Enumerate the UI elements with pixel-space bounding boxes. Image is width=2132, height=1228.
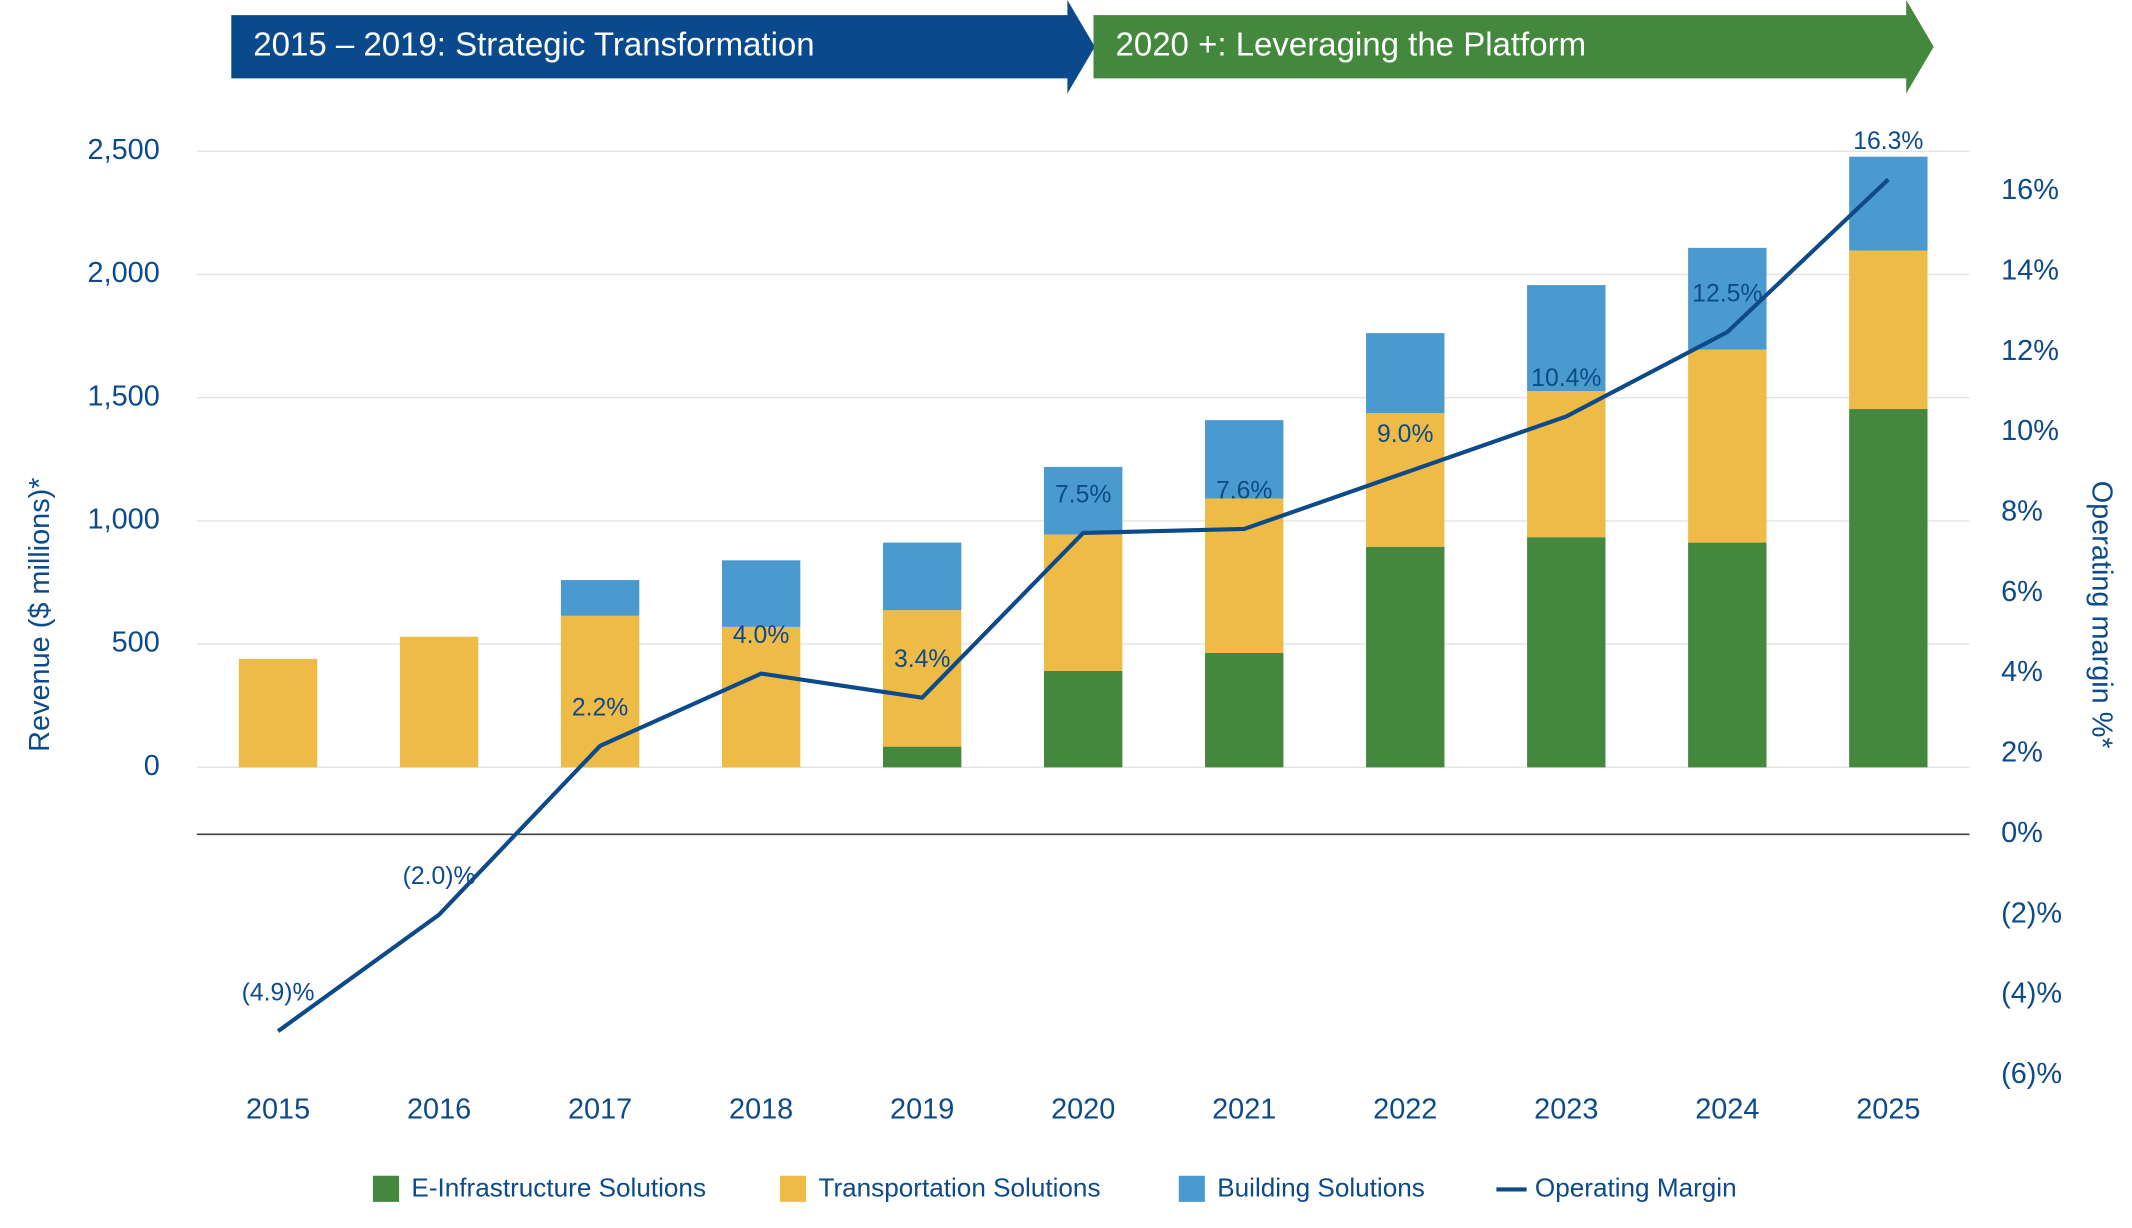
y2-tick-label: (6)%: [2001, 1058, 2062, 1090]
bar-segment: [1527, 285, 1606, 392]
bar-segment: [560, 615, 640, 768]
bar-segment: [1849, 250, 1928, 410]
line-series: [276, 177, 1890, 1033]
x-tick-label: 2024: [1695, 1094, 1759, 1126]
y2-axis-title: Operating margin %*: [2085, 481, 2117, 749]
bar-segment: [1527, 391, 1606, 538]
data-label: 7.6%: [1216, 477, 1272, 504]
x-tick-label: 2025: [1856, 1094, 1920, 1126]
bar-segment: [1043, 534, 1123, 671]
y2-tick-label: 0%: [2001, 817, 2043, 849]
bar-segment: [1688, 349, 1767, 543]
data-label: 16.3%: [1853, 128, 1923, 155]
y-tick-label: 0: [144, 750, 160, 782]
phase-arrow: [231, 0, 1095, 94]
data-label: 2.2%: [572, 694, 628, 721]
y2-tick-label: (4)%: [2001, 978, 2062, 1010]
x-tick-label: 2015: [246, 1094, 310, 1126]
y2-tick-label: 14%: [2001, 254, 2059, 286]
x-tick-label: 2019: [890, 1094, 954, 1126]
legend-label: Transportation Solutions: [818, 1172, 1100, 1202]
data-label: 7.5%: [1055, 481, 1111, 508]
data-label: 10.4%: [1531, 365, 1601, 392]
x-tick-label: 2023: [1534, 1094, 1598, 1126]
bar-segment: [1688, 542, 1767, 768]
legend-label: Building Solutions: [1217, 1172, 1425, 1202]
bar-segment: [1527, 537, 1606, 768]
data-label: 3.4%: [894, 646, 950, 673]
x-tick-label: 2021: [1212, 1094, 1276, 1126]
y2-tick-label: 4%: [2001, 656, 2043, 688]
data-label: (4.9)%: [242, 980, 315, 1007]
bar-segment: [1043, 466, 1123, 535]
y-axis-title: Revenue ($ millions)*: [24, 478, 56, 752]
y2-tick-label: (2)%: [2001, 897, 2062, 929]
x-tick-label: 2022: [1373, 1094, 1437, 1126]
bar-segment: [1205, 420, 1284, 499]
bar-segment: [1366, 333, 1445, 414]
x-tick-label: 2020: [1051, 1094, 1115, 1126]
y-tick-label: 500: [112, 627, 160, 659]
x-tick-label: 2017: [568, 1094, 632, 1126]
y-tick-label: 1,500: [88, 380, 160, 412]
legend-label: Operating Margin: [1535, 1172, 1737, 1202]
bar-segment: [399, 636, 479, 768]
y2-tick-label: 6%: [2001, 576, 2043, 608]
bar-segment: [1849, 409, 1928, 768]
bar-segment: [1043, 670, 1123, 768]
data-label: 12.5%: [1692, 280, 1762, 307]
data-label: 9.0%: [1377, 421, 1433, 448]
y-tick-label: 1,000: [88, 504, 160, 536]
bar-segment: [1205, 498, 1284, 653]
bar-segment: [882, 746, 962, 768]
y-tick-label: 2,500: [88, 134, 160, 166]
bar-segment: [560, 580, 640, 616]
y2-tick-label: 10%: [2001, 415, 2059, 447]
data-label: (2.0)%: [403, 863, 476, 890]
y2-tick-label: 12%: [2001, 335, 2059, 367]
x-tick-label: 2016: [407, 1094, 471, 1126]
y2-tick-label: 8%: [2001, 495, 2043, 527]
legend-label: E-Infrastructure Solutions: [411, 1172, 706, 1202]
y2-tick-label: 16%: [2001, 174, 2059, 206]
legend-swatch: [372, 1175, 400, 1202]
data-label: 4.0%: [733, 622, 789, 649]
y-tick-label: 2,000: [88, 257, 160, 289]
bar-segment: [721, 626, 801, 768]
bar-segment: [721, 560, 801, 627]
phase-arrow: [1093, 0, 1934, 94]
y2-tick-label: 2%: [2001, 737, 2043, 769]
x-tick-label: 2018: [729, 1094, 793, 1126]
bar-segment: [1205, 652, 1284, 768]
phase-label: 2015 – 2019: Strategic Transformation: [253, 25, 814, 62]
legend-swatch: [1178, 1175, 1205, 1202]
legend-swatch: [779, 1175, 807, 1202]
bar-segment: [882, 610, 962, 747]
bar-segment: [882, 542, 962, 611]
bar-segment: [238, 658, 318, 768]
phase-label: 2020 +: Leveraging the Platform: [1116, 25, 1587, 62]
bar-segment: [1366, 546, 1445, 768]
